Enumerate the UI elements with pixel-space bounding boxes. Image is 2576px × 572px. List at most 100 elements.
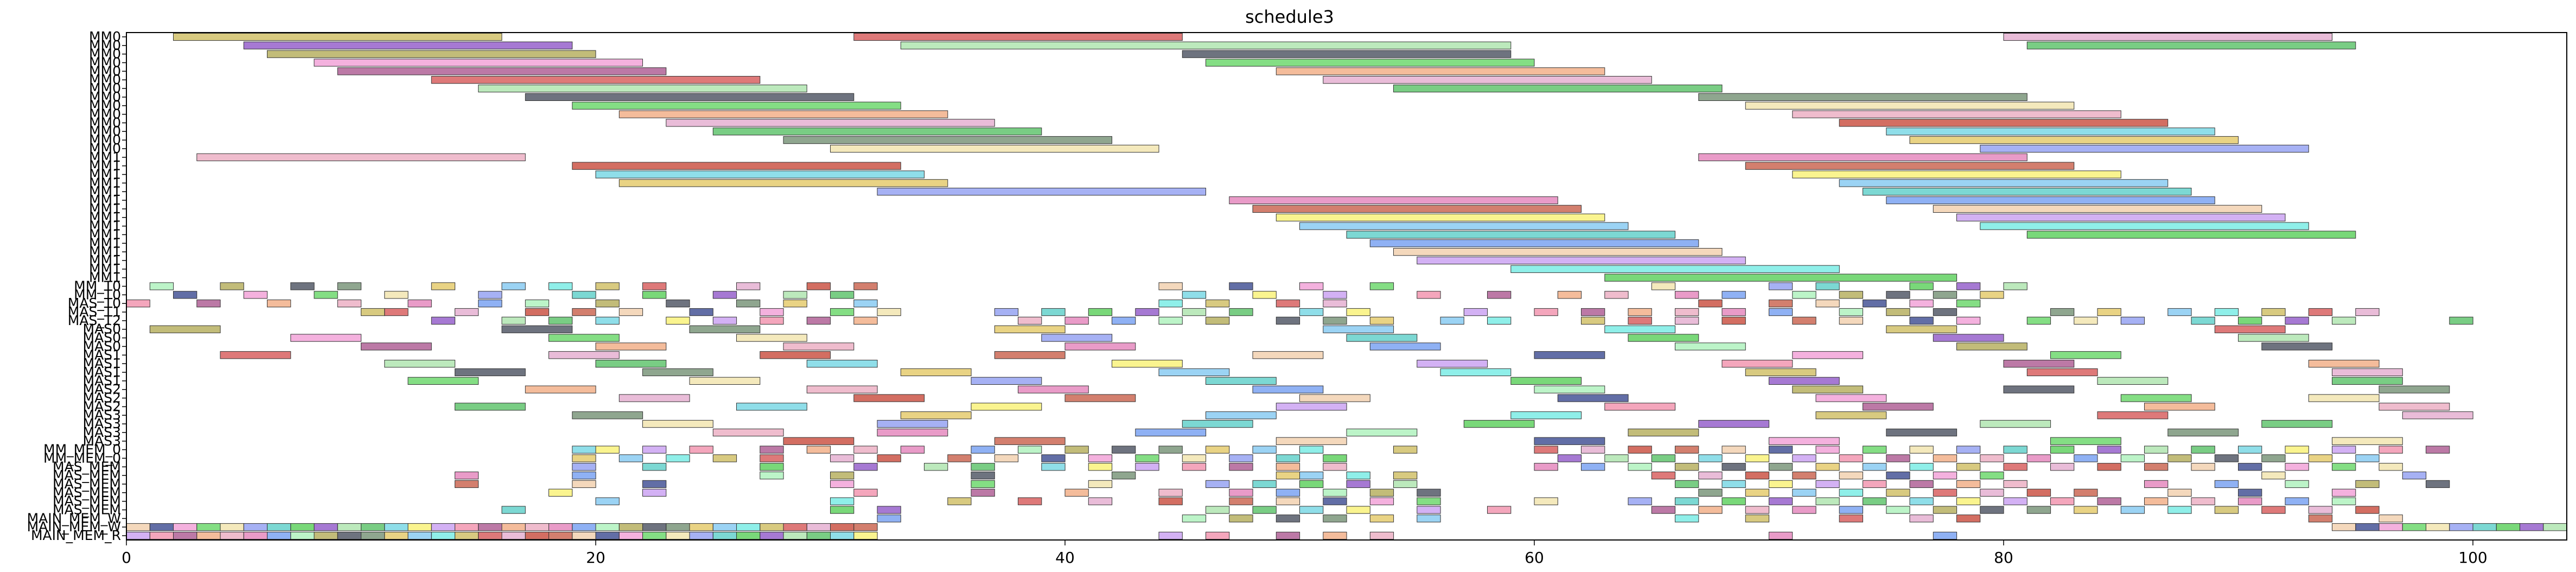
- y-tick-label: MM1: [89, 167, 121, 182]
- task-bar: [994, 325, 1066, 333]
- task-bar: [619, 179, 948, 187]
- task-bar: [1041, 334, 1113, 342]
- task-bar: [196, 531, 221, 540]
- task-bar: [853, 488, 878, 497]
- task-bar: [407, 523, 432, 531]
- task-bar: [525, 531, 550, 540]
- task-bar: [712, 523, 737, 531]
- task-bar: [1206, 377, 1277, 385]
- task-bar: [361, 308, 385, 316]
- task-bar: [877, 454, 901, 462]
- task-bar: [1276, 300, 1300, 308]
- y-tick-label: MM1: [89, 158, 121, 174]
- task-bar: [1980, 291, 2004, 299]
- task-bar: [1956, 480, 1981, 488]
- task-bar: [619, 394, 690, 402]
- task-bar: [2261, 506, 2286, 514]
- y-tick-label: MM0: [89, 123, 121, 139]
- task-bar: [783, 342, 855, 351]
- task-bar: [736, 334, 807, 342]
- task-bar: [1721, 360, 1793, 368]
- task-bar: [994, 351, 1066, 359]
- y-tick-label: MAS_MEM: [53, 467, 121, 483]
- task-bar: [853, 531, 878, 540]
- task-bar: [1769, 446, 1793, 454]
- task-bar: [243, 531, 268, 540]
- task-bar: [572, 291, 596, 299]
- task-bar: [384, 308, 409, 316]
- task-bar: [384, 523, 409, 531]
- task-bar: [2167, 506, 2192, 514]
- task-bar: [1698, 506, 1723, 514]
- task-bar: [1675, 342, 1746, 351]
- task-bar: [806, 385, 878, 393]
- task-bar: [1863, 480, 1887, 488]
- task-bar: [1323, 488, 1347, 497]
- task-bar: [290, 282, 315, 290]
- task-bar: [2332, 377, 2403, 385]
- task-bar: [1417, 488, 1441, 497]
- task-bar: [2355, 308, 2380, 316]
- task-bar: [2285, 480, 2309, 488]
- y-tick-label: MAS2: [83, 390, 121, 406]
- task-bar: [760, 531, 784, 540]
- task-bar: [455, 368, 526, 377]
- task-bar: [1346, 308, 1370, 316]
- task-bar: [1651, 506, 1676, 514]
- task-bar: [900, 411, 972, 420]
- task-bar: [1863, 463, 1887, 471]
- task-bar: [689, 325, 761, 333]
- y-tick-label: MAS3: [83, 433, 121, 449]
- task-bar: [760, 446, 784, 454]
- task-bar: [2214, 506, 2239, 514]
- task-bar: [2074, 454, 2098, 462]
- task-bar: [666, 454, 690, 462]
- task-bar: [619, 454, 643, 462]
- task-bar: [1487, 291, 1512, 299]
- y-tick-label: MM0: [89, 72, 121, 87]
- task-bar: [1229, 454, 1253, 462]
- task-bar: [1064, 316, 1089, 325]
- task-bar: [2003, 497, 2027, 505]
- task-bar: [2026, 488, 2051, 497]
- task-bar: [971, 446, 995, 454]
- task-bar: [1792, 454, 1816, 462]
- task-bar: [971, 480, 995, 488]
- task-bar: [1769, 282, 1793, 290]
- task-bar: [2379, 385, 2450, 393]
- task-bar: [243, 41, 573, 49]
- task-bar: [971, 377, 1042, 385]
- task-bar: [642, 480, 667, 488]
- task-bar: [595, 531, 620, 540]
- task-bar: [2238, 334, 2309, 342]
- task-bar: [1323, 291, 1347, 299]
- task-bar: [595, 170, 924, 179]
- task-bar: [1815, 480, 1840, 488]
- x-tick-label: 40: [1055, 549, 1075, 567]
- task-bar: [2332, 316, 2356, 325]
- task-bar: [572, 480, 596, 488]
- task-bar: [549, 523, 573, 531]
- task-bar: [407, 531, 432, 540]
- task-bar: [2332, 437, 2403, 445]
- task-bar: [877, 514, 901, 523]
- task-bar: [971, 488, 995, 497]
- task-bar: [431, 282, 456, 290]
- task-bar: [1088, 463, 1113, 471]
- task-bar: [642, 368, 713, 377]
- task-bar: [642, 446, 667, 454]
- task-bar: [1933, 488, 1957, 497]
- task-bar: [149, 531, 174, 540]
- y-tick-label: MAS_T0: [68, 295, 121, 311]
- y-tick-label: MAS0: [83, 330, 121, 346]
- task-bar: [2003, 360, 2075, 368]
- y-tick-label: MAIN_MEM_R: [31, 527, 121, 543]
- y-tick-label: MAS_MEM: [53, 485, 121, 500]
- task-bar: [1745, 514, 1770, 523]
- task-bar: [1839, 291, 1863, 299]
- task-bar: [1815, 463, 1840, 471]
- y-tick-label: MM_T0: [74, 278, 121, 294]
- task-bar: [2449, 523, 2473, 531]
- task-bar: [1252, 351, 1324, 359]
- task-bar: [1933, 334, 2004, 342]
